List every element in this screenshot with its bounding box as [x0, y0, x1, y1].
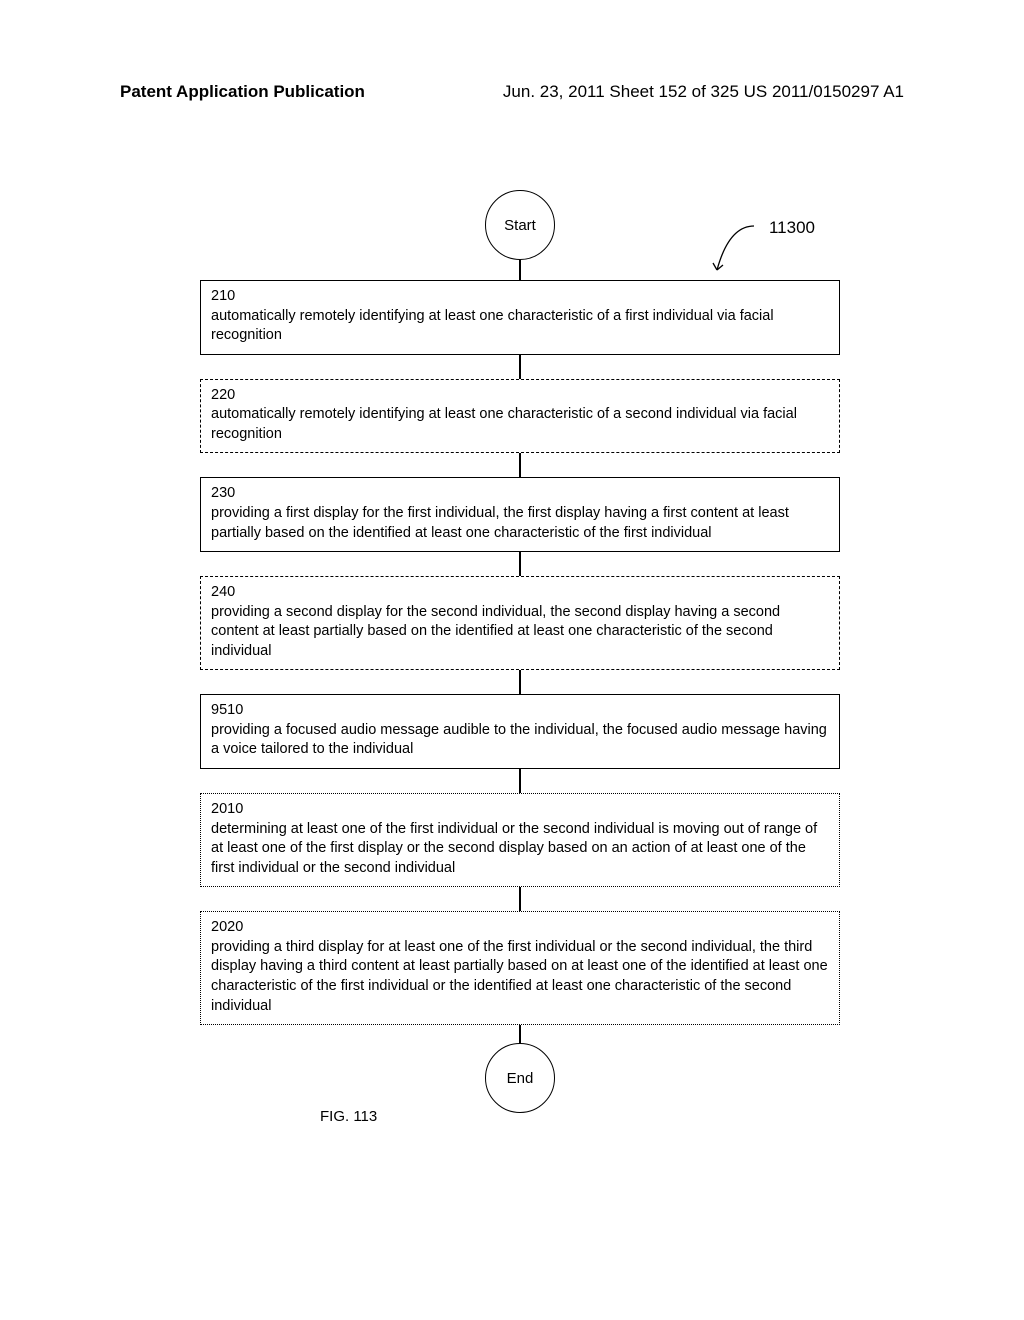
connector — [519, 887, 521, 911]
step-text: providing a third display for at least o… — [211, 938, 829, 1016]
flowchart-step: 9510providing a focused audio message au… — [200, 694, 840, 769]
figure-caption: FIG. 113 — [320, 1108, 377, 1125]
step-text: automatically remotely identifying at le… — [211, 405, 829, 444]
reference-leader-line — [699, 220, 757, 280]
end-label: End — [507, 1070, 534, 1087]
step-number: 2020 — [211, 918, 829, 938]
end-terminator: End — [485, 1043, 555, 1113]
header-right: Jun. 23, 2011 Sheet 152 of 325 US 2011/0… — [503, 82, 904, 102]
connector — [519, 355, 521, 379]
flowchart-step: 2020providing a third display for at lea… — [200, 911, 840, 1025]
step-number: 240 — [211, 583, 829, 603]
header-left: Patent Application Publication — [120, 82, 365, 102]
flowchart-step: 220automatically remotely identifying at… — [200, 379, 840, 454]
page-header: Patent Application Publication Jun. 23, … — [0, 0, 1024, 102]
step-number: 9510 — [211, 701, 829, 721]
reference-number: 11300 — [769, 218, 815, 238]
start-terminator: Start — [485, 190, 555, 260]
flowchart-step: 240providing a second display for the se… — [200, 576, 840, 670]
flowchart-step: 210automatically remotely identifying at… — [200, 280, 840, 355]
step-number: 2010 — [211, 800, 829, 820]
step-number: 230 — [211, 484, 829, 504]
start-label: Start — [504, 217, 536, 234]
step-text: automatically remotely identifying at le… — [211, 307, 829, 346]
connector — [519, 453, 521, 477]
flowchart-step: 2010determining at least one of the firs… — [200, 793, 840, 887]
flowchart: Start 11300 210automatically remotely id… — [200, 190, 840, 1115]
step-number: 220 — [211, 386, 829, 406]
step-text: providing a first display for the first … — [211, 504, 829, 543]
connector — [519, 670, 521, 694]
step-text: determining at least one of the first in… — [211, 820, 829, 879]
connector — [519, 260, 521, 280]
connector — [519, 1025, 521, 1043]
step-text: providing a focused audio message audibl… — [211, 721, 829, 760]
step-text: providing a second display for the secon… — [211, 603, 829, 662]
connector — [519, 552, 521, 576]
step-number: 210 — [211, 287, 829, 307]
connector — [519, 769, 521, 793]
flowchart-step: 230providing a first display for the fir… — [200, 477, 840, 552]
